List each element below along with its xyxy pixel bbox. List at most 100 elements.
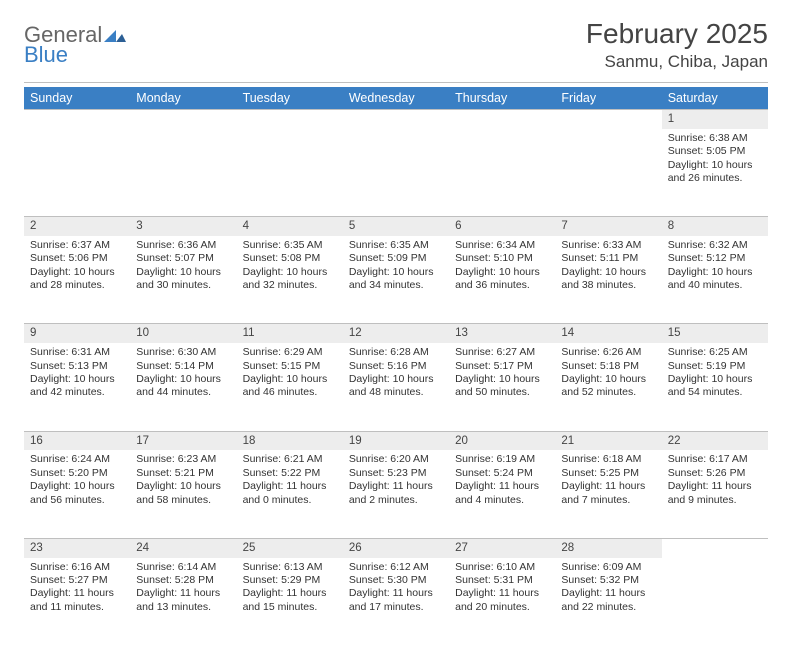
day-number: 3 (130, 217, 236, 236)
sunrise-text: Sunrise: 6:37 AM (30, 239, 124, 252)
day-cell: Sunrise: 6:38 AMSunset: 5:05 PMDaylight:… (662, 129, 768, 217)
day-cell: Sunrise: 6:36 AMSunset: 5:07 PMDaylight:… (130, 236, 236, 324)
daylight-text: Daylight: 10 hours and 58 minutes. (136, 480, 230, 507)
sunset-text: Sunset: 5:09 PM (349, 252, 443, 265)
sunrise-text: Sunrise: 6:29 AM (243, 346, 337, 359)
empty-cell (237, 110, 343, 129)
day-number: 6 (449, 217, 555, 236)
day-cell: Sunrise: 6:34 AMSunset: 5:10 PMDaylight:… (449, 236, 555, 324)
daylight-text: Daylight: 11 hours and 22 minutes. (561, 587, 655, 614)
sunset-text: Sunset: 5:06 PM (30, 252, 124, 265)
day-number: 1 (662, 110, 768, 129)
weekday-header: Tuesday (237, 87, 343, 110)
daylight-text: Daylight: 10 hours and 28 minutes. (30, 266, 124, 293)
day-number: 28 (555, 538, 661, 557)
sunrise-text: Sunrise: 6:20 AM (349, 453, 443, 466)
empty-cell (130, 129, 236, 217)
day-number: 5 (343, 217, 449, 236)
empty-cell (662, 538, 768, 557)
daylight-text: Daylight: 10 hours and 44 minutes. (136, 373, 230, 400)
day-number: 18 (237, 431, 343, 450)
empty-cell (24, 129, 130, 217)
header: GeneralBlue February 2025 Sanmu, Chiba, … (24, 18, 768, 72)
day-cell: Sunrise: 6:20 AMSunset: 5:23 PMDaylight:… (343, 450, 449, 538)
weekday-header: Wednesday (343, 87, 449, 110)
sunset-text: Sunset: 5:08 PM (243, 252, 337, 265)
calendar-body: 1Sunrise: 6:38 AMSunset: 5:05 PMDaylight… (24, 110, 768, 646)
divider (24, 82, 768, 83)
day-number: 10 (130, 324, 236, 343)
daylight-text: Daylight: 10 hours and 46 minutes. (243, 373, 337, 400)
sunset-text: Sunset: 5:24 PM (455, 467, 549, 480)
logo: GeneralBlue (24, 18, 126, 66)
sunrise-text: Sunrise: 6:17 AM (668, 453, 762, 466)
daylight-text: Daylight: 11 hours and 11 minutes. (30, 587, 124, 614)
day-cell: Sunrise: 6:28 AMSunset: 5:16 PMDaylight:… (343, 343, 449, 431)
sunset-text: Sunset: 5:12 PM (668, 252, 762, 265)
sunrise-text: Sunrise: 6:32 AM (668, 239, 762, 252)
day-cell: Sunrise: 6:24 AMSunset: 5:20 PMDaylight:… (24, 450, 130, 538)
sunrise-text: Sunrise: 6:09 AM (561, 561, 655, 574)
sunset-text: Sunset: 5:22 PM (243, 467, 337, 480)
day-cell: Sunrise: 6:09 AMSunset: 5:32 PMDaylight:… (555, 558, 661, 646)
sunset-text: Sunset: 5:30 PM (349, 574, 443, 587)
daylight-text: Daylight: 10 hours and 38 minutes. (561, 266, 655, 293)
sunrise-text: Sunrise: 6:35 AM (349, 239, 443, 252)
day-cell: Sunrise: 6:25 AMSunset: 5:19 PMDaylight:… (662, 343, 768, 431)
sunrise-text: Sunrise: 6:21 AM (243, 453, 337, 466)
day-number: 15 (662, 324, 768, 343)
day-cell: Sunrise: 6:35 AMSunset: 5:09 PMDaylight:… (343, 236, 449, 324)
day-number: 16 (24, 431, 130, 450)
daylight-text: Daylight: 10 hours and 26 minutes. (668, 159, 762, 186)
day-cell: Sunrise: 6:13 AMSunset: 5:29 PMDaylight:… (237, 558, 343, 646)
daylight-text: Daylight: 10 hours and 34 minutes. (349, 266, 443, 293)
daylight-text: Daylight: 10 hours and 40 minutes. (668, 266, 762, 293)
day-cell: Sunrise: 6:31 AMSunset: 5:13 PMDaylight:… (24, 343, 130, 431)
sunset-text: Sunset: 5:18 PM (561, 360, 655, 373)
day-number: 2 (24, 217, 130, 236)
sunrise-text: Sunrise: 6:34 AM (455, 239, 549, 252)
empty-cell (24, 110, 130, 129)
weekday-header: Saturday (662, 87, 768, 110)
daylight-text: Daylight: 11 hours and 2 minutes. (349, 480, 443, 507)
sunrise-text: Sunrise: 6:18 AM (561, 453, 655, 466)
daylight-text: Daylight: 11 hours and 9 minutes. (668, 480, 762, 507)
daylight-text: Daylight: 10 hours and 50 minutes. (455, 373, 549, 400)
sunrise-text: Sunrise: 6:16 AM (30, 561, 124, 574)
sunrise-text: Sunrise: 6:36 AM (136, 239, 230, 252)
weekday-header: Friday (555, 87, 661, 110)
title-block: February 2025 Sanmu, Chiba, Japan (586, 18, 768, 72)
sunrise-text: Sunrise: 6:26 AM (561, 346, 655, 359)
sunrise-text: Sunrise: 6:19 AM (455, 453, 549, 466)
empty-cell (343, 129, 449, 217)
sunset-text: Sunset: 5:32 PM (561, 574, 655, 587)
day-number: 17 (130, 431, 236, 450)
sunset-text: Sunset: 5:28 PM (136, 574, 230, 587)
day-cell: Sunrise: 6:21 AMSunset: 5:22 PMDaylight:… (237, 450, 343, 538)
empty-cell (343, 110, 449, 129)
day-number: 4 (237, 217, 343, 236)
day-cell: Sunrise: 6:33 AMSunset: 5:11 PMDaylight:… (555, 236, 661, 324)
day-cell: Sunrise: 6:19 AMSunset: 5:24 PMDaylight:… (449, 450, 555, 538)
sunset-text: Sunset: 5:25 PM (561, 467, 655, 480)
sunset-text: Sunset: 5:11 PM (561, 252, 655, 265)
day-number: 8 (662, 217, 768, 236)
daylight-text: Daylight: 11 hours and 15 minutes. (243, 587, 337, 614)
sunrise-text: Sunrise: 6:23 AM (136, 453, 230, 466)
daylight-text: Daylight: 10 hours and 36 minutes. (455, 266, 549, 293)
day-number: 13 (449, 324, 555, 343)
daylight-text: Daylight: 10 hours and 42 minutes. (30, 373, 124, 400)
calendar-head: SundayMondayTuesdayWednesdayThursdayFrid… (24, 87, 768, 110)
day-cell: Sunrise: 6:26 AMSunset: 5:18 PMDaylight:… (555, 343, 661, 431)
day-cell: Sunrise: 6:27 AMSunset: 5:17 PMDaylight:… (449, 343, 555, 431)
sunset-text: Sunset: 5:21 PM (136, 467, 230, 480)
sunset-text: Sunset: 5:29 PM (243, 574, 337, 587)
sunrise-text: Sunrise: 6:31 AM (30, 346, 124, 359)
day-number: 24 (130, 538, 236, 557)
day-cell: Sunrise: 6:32 AMSunset: 5:12 PMDaylight:… (662, 236, 768, 324)
day-cell: Sunrise: 6:35 AMSunset: 5:08 PMDaylight:… (237, 236, 343, 324)
sunrise-text: Sunrise: 6:14 AM (136, 561, 230, 574)
sunrise-text: Sunrise: 6:35 AM (243, 239, 337, 252)
sunset-text: Sunset: 5:15 PM (243, 360, 337, 373)
sunset-text: Sunset: 5:13 PM (30, 360, 124, 373)
